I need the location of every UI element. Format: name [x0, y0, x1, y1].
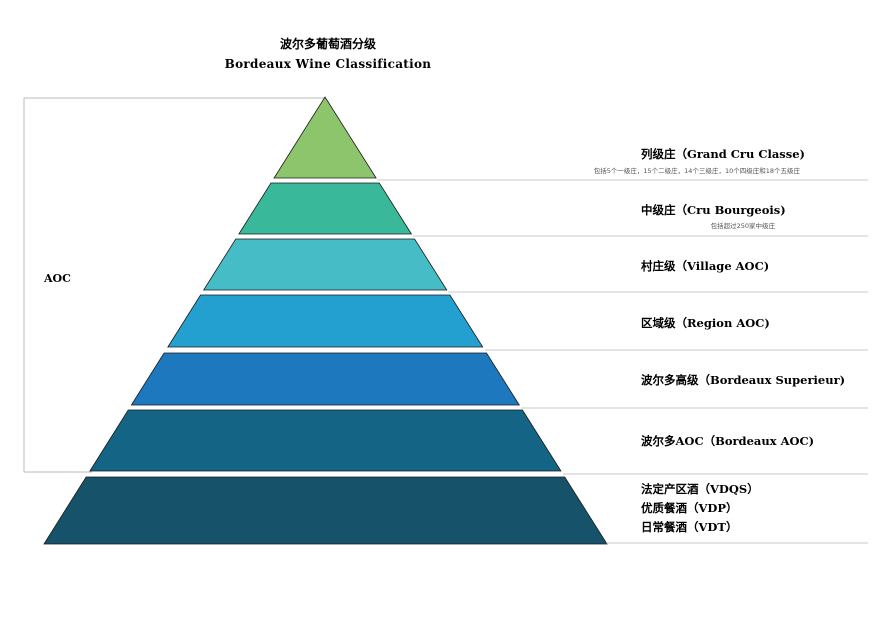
tier-labels: 列级庄（Grand Cru Classe) 包括5个一级庄，15个二级庄，14个三…	[377, 147, 868, 544]
tier-label: 波尔多AOC（Bordeaux AOC)	[641, 434, 814, 448]
tier-label: 日常餐酒（VDT）	[641, 520, 737, 534]
aoc-label: AOC	[43, 272, 71, 285]
tier-label: 列级庄（Grand Cru Classe)	[641, 147, 805, 161]
tier-label: 区域级（Region AOC)	[641, 316, 770, 330]
tier-note: 包括超过250家中级庄	[711, 221, 776, 230]
tier-note: 包括5个一级庄，15个二级庄，14个三级庄，10个四级庄和18个五级庄	[594, 166, 801, 175]
tier-label: 法定产区酒（VDQS）	[641, 482, 759, 496]
tier-label: 波尔多高级（Bordeaux Superieur)	[641, 373, 845, 387]
tier-label: 村庄级（Village AOC)	[641, 259, 769, 273]
diagram-title-en: Bordeaux Wine Classification	[225, 57, 432, 71]
pyramid	[43, 96, 608, 545]
pyramid-tier	[89, 409, 562, 472]
tier-label: 优质餐酒（VDP）	[641, 501, 738, 515]
diagram-title-zh: 波尔多葡萄酒分级	[280, 36, 376, 51]
tier-label: 中级庄（Cru Bourgeois)	[641, 203, 786, 217]
pyramid-tier	[167, 294, 484, 348]
pyramid-tier	[130, 352, 521, 406]
pyramid-tier	[238, 182, 413, 235]
pyramid-tier	[43, 476, 608, 545]
pyramid-tier	[202, 238, 448, 291]
pyramid-tier	[273, 96, 377, 179]
